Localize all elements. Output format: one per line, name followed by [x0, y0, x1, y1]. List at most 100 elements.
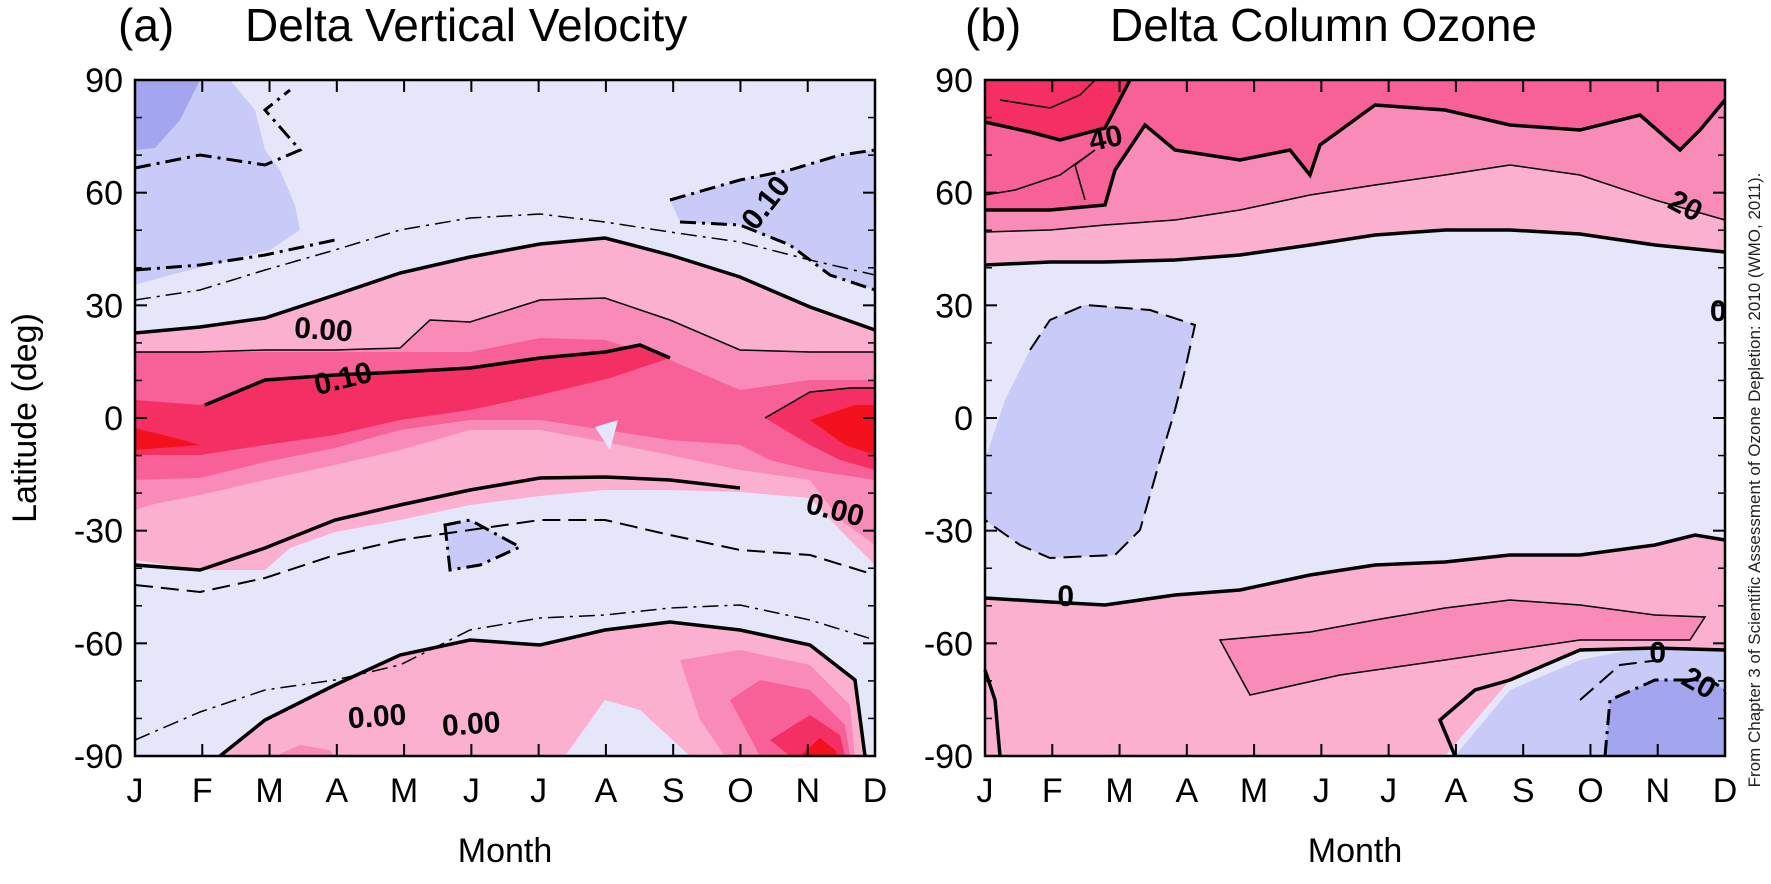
x-tick-label: A [595, 772, 618, 810]
x-tick-label: J [1380, 772, 1397, 810]
x-tick-label: M [1240, 772, 1268, 810]
panel-b: (b) Delta Column Ozone [924, 0, 1737, 870]
panel-b-fill-south-neg-strong [1605, 680, 1725, 756]
y-tick-label: 90 [935, 62, 973, 100]
panel-b-dashdot-sh [1603, 678, 1726, 757]
x-tick-label: M [390, 772, 418, 810]
panel-a-dashdot-line-1 [134, 88, 303, 170]
panel-a-label: (a) [118, 0, 174, 51]
panel-a-fill-island [595, 420, 618, 450]
x-tick-label: O [1577, 772, 1603, 810]
y-tick-label: -30 [74, 513, 123, 551]
panel-a-dashdot-line-4 [679, 220, 876, 292]
x-tick-label: F [192, 772, 213, 810]
x-tick-label: N [1645, 772, 1670, 810]
y-tick-label: -60 [74, 625, 123, 663]
x-tick-label: F [1042, 772, 1063, 810]
panel-b-thin-north-2 [999, 79, 1096, 109]
panel-a-xlabel: Month [458, 832, 553, 870]
panel-a-fill-south-small [275, 745, 335, 756]
y-tick-label: -60 [924, 625, 973, 663]
y-tick-label: 90 [85, 62, 123, 100]
panel-a-dashdot-line-3 [669, 148, 876, 202]
panel-b-contour-lines [983, 79, 1727, 757]
panel-a-thin-line-2 [764, 387, 875, 419]
panel-a: (a) Delta Vertical Velocity [6, 0, 887, 870]
panel-a-title: Delta Vertical Velocity [245, 0, 687, 51]
panel-a-fill-south-hole [565, 700, 690, 756]
panel-b-fill-north-pos4 [985, 80, 1130, 140]
x-tick-label: J [1313, 772, 1330, 810]
panel-a-thin-dashdot-south [134, 604, 876, 741]
panel-b-fill-north-pos3 [985, 80, 1725, 210]
x-tick-label: J [530, 772, 547, 810]
contour-label: 0 [1710, 295, 1727, 328]
contour-label: 0.00 [293, 312, 354, 349]
panel-b-y-axis: 90 60 30 0 -30 -60 -90 [924, 62, 1725, 776]
x-tick-label: J [977, 772, 994, 810]
panel-a-fill-pos3 [135, 338, 875, 480]
contour-label: 0.00 [441, 706, 502, 743]
contour-label: 0 [1649, 637, 1666, 670]
panel-a-zero-line-north [134, 236, 876, 335]
x-tick-label: D [1713, 772, 1738, 810]
panel-b-fill-south-pos2 [1220, 600, 1705, 695]
panel-a-line-010-north [204, 343, 671, 407]
panel-b-line-40-north [984, 79, 1132, 142]
panel-a-fill-neg-sh [445, 520, 520, 570]
x-tick-label: O [727, 772, 753, 810]
panel-b-xlabel: Month [1308, 832, 1403, 870]
panel-a-zero-line-sh [218, 620, 867, 758]
panel-b-sw-line [983, 669, 1002, 757]
y-tick-label: 0 [954, 400, 973, 438]
x-tick-label: A [1445, 772, 1468, 810]
credit-line: From Chapter 3 of Scientific Assessment … [1745, 173, 1764, 788]
panel-a-fill-neg-strong-nw [135, 80, 200, 150]
panel-b-dash-sh-thin [1579, 659, 1661, 701]
panel-a-dashdot-line-5 [443, 518, 524, 572]
panel-a-dashdot-line-2 [134, 238, 336, 272]
y-tick-label: -90 [924, 738, 973, 776]
x-tick-label: N [795, 772, 820, 810]
x-tick-label: A [325, 772, 348, 810]
x-tick-label: A [1175, 772, 1198, 810]
panel-b-contour-fills [985, 80, 1725, 756]
y-tick-label: 30 [85, 287, 123, 325]
y-tick-label: -90 [74, 738, 123, 776]
panel-b-line-20-north [985, 98, 1727, 212]
panel-a-thin-dashdot-north [134, 213, 876, 301]
panel-b-title: Delta Column Ozone [1110, 0, 1537, 51]
panel-a-thin-line-1 [135, 297, 875, 353]
contour-label: 0.00 [347, 698, 408, 735]
y-tick-label: 30 [935, 287, 973, 325]
y-tick-label: 60 [935, 175, 973, 213]
x-tick-label: J [463, 772, 480, 810]
contour-label: 40 [1086, 119, 1126, 158]
panel-a-fill-neg-nw [135, 80, 300, 285]
y-tick-label: 0 [104, 400, 123, 438]
panel-b-zero-line-south [984, 533, 1726, 607]
panel-b-dash-neg-west [984, 303, 1197, 560]
contour-label: 0 [1057, 580, 1074, 613]
panel-a-ylabel: Latitude (deg) [6, 313, 44, 523]
panel-b-zero-line-north [984, 228, 1726, 267]
panel-a-fill-south-pos5 [800, 738, 838, 756]
panel-b-zero-line-sh [1437, 646, 1726, 757]
panel-a-fill-neg-ne [670, 150, 875, 290]
panel-b-thin-north-1 [984, 164, 1726, 233]
panel-b-thin-south-1 [1218, 599, 1707, 696]
panel-a-dash-line-1 [134, 519, 876, 594]
y-tick-label: 60 [85, 175, 123, 213]
panel-b-fill-sw-wedge [985, 670, 1000, 756]
panel-a-zero-line-south [134, 475, 741, 572]
x-tick-label: M [255, 772, 283, 810]
x-tick-label: S [662, 772, 685, 810]
panel-b-thin-north-3 [984, 149, 1096, 201]
panel-a-y-axis: 90 60 30 0 -30 -60 -90 [74, 62, 875, 776]
x-tick-label: S [1512, 772, 1535, 810]
x-tick-label: J [127, 772, 144, 810]
x-tick-label: M [1105, 772, 1133, 810]
y-tick-label: -30 [924, 513, 973, 551]
